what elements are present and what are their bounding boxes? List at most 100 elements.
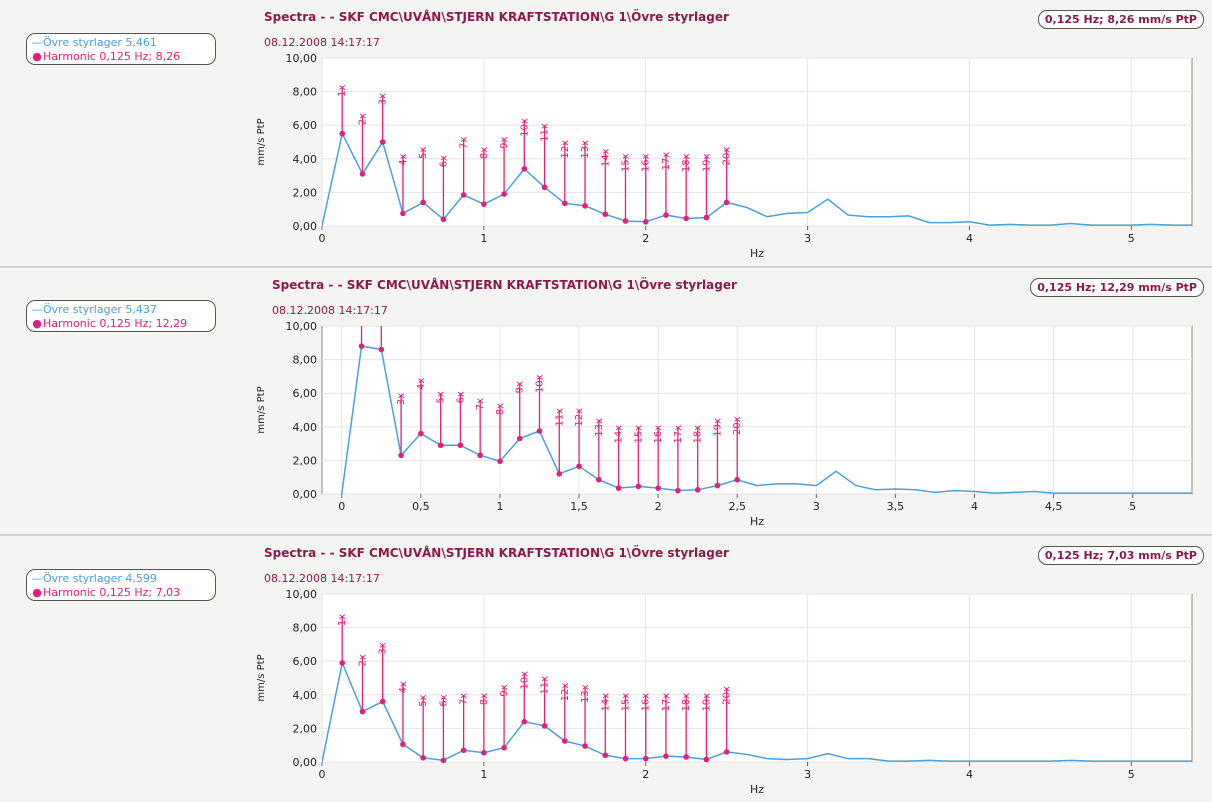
y-tick-label: 10,00 — [286, 52, 318, 65]
legend: —Övre styrlager 5,437 ●Harmonic 0,125 Hz… — [26, 300, 216, 332]
y-tick-label: 6,00 — [293, 119, 318, 132]
harmonic-label: 6x — [438, 694, 449, 706]
harmonic-label: 2x — [357, 113, 368, 125]
x-tick-label: 2 — [642, 232, 649, 245]
harmonic-label: 19x — [701, 693, 712, 712]
harmonic-point — [723, 749, 730, 755]
panel-divider — [0, 534, 1212, 536]
harmonic-label: 11x — [540, 123, 551, 142]
y-axis-title: mm/s PtP — [256, 654, 267, 701]
harmonic-point — [703, 756, 710, 763]
harmonic-label: 20x — [722, 147, 733, 166]
x-tick-label: 2,5 — [728, 500, 746, 513]
harmonic-point — [379, 698, 386, 705]
legend-label-harmonic: Harmonic 0,125 Hz; 12,29 — [43, 317, 188, 330]
harmonic-label: 9x — [499, 137, 510, 149]
harmonic-label: 3x — [378, 93, 389, 105]
x-tick-label: 5 — [1128, 768, 1135, 781]
x-tick-label: 5 — [1129, 500, 1136, 513]
harmonic-point — [440, 216, 447, 223]
harmonic-label: 6x — [455, 391, 466, 403]
spectrum-chart-2[interactable]: 0,00 2,00 4,00 6,00 8,00 10,00 0 0,5 1 1,5 2 2,5 3 3,… — [240, 308, 1202, 533]
y-tick-label: 0,00 — [293, 220, 318, 233]
x-tick-label: 1 — [480, 768, 487, 781]
harmonic-point — [683, 215, 689, 222]
harmonic-label: 1x — [337, 84, 348, 96]
harmonic-point — [683, 754, 689, 760]
harmonic-point — [561, 200, 568, 207]
harmonic-label: 16x — [653, 425, 664, 444]
harmonic-label: 12x — [560, 683, 571, 702]
harmonic-label: 20x — [722, 686, 733, 705]
harmonic-point — [457, 442, 464, 449]
harmonic-point — [400, 210, 406, 217]
harmonic-point — [602, 211, 609, 218]
harmonic-label: 18x — [681, 153, 692, 172]
harmonic-label: 4x — [416, 378, 427, 390]
chart-title: Spectra - - SKF CMC\UVÅN\STJERN KRAFTSTA… — [272, 278, 737, 292]
harmonic-point — [642, 219, 649, 225]
y-tick-label: 4,00 — [293, 153, 318, 166]
y-tick-label: 4,00 — [293, 689, 318, 702]
x-tick-label: 0 — [319, 232, 326, 245]
harmonic-point — [582, 203, 588, 209]
x-tick-label: 3 — [804, 232, 811, 245]
harmonic-point — [576, 463, 582, 470]
harmonic-point — [602, 752, 609, 759]
x-tick-label: 5 — [1128, 232, 1135, 245]
harmonic-point — [501, 744, 507, 751]
spectrum-chart-3[interactable]: 0,00 2,00 4,00 6,00 8,00 10,00 0 1 2 3 4 5 Hz mm/s Pt… — [240, 576, 1202, 801]
harmonic-point — [541, 184, 548, 191]
x-tick-label: 1 — [480, 232, 487, 245]
harmonic-point — [437, 442, 444, 449]
legend-entry-harmonic: ●Harmonic 0,125 Hz; 12,29 — [32, 317, 188, 330]
legend-label-spectrum: Övre styrlager 5,461 — [43, 36, 157, 49]
y-tick-label: 8,00 — [293, 354, 318, 367]
harmonic-point — [339, 660, 346, 666]
harmonic-point — [481, 201, 487, 207]
harmonic-label: 15x — [633, 425, 644, 444]
legend: —Övre styrlager 5,461 ●Harmonic 0,125 Hz… — [26, 33, 216, 65]
legend-entry-spectrum: —Övre styrlager 5,461 — [31, 36, 157, 49]
harmonic-point — [734, 476, 741, 483]
x-axis-title: Hz — [750, 247, 764, 260]
harmonic-point — [635, 483, 642, 490]
plot-area — [321, 57, 1193, 227]
legend-label-spectrum: Övre styrlager 4,599 — [43, 572, 157, 585]
spectrum-chart-1[interactable]: 0,00 2,00 4,00 6,00 8,00 10,00 0 1 2 3 4 5 Hz mm/s Pt… — [240, 40, 1202, 265]
harmonic-point — [663, 212, 669, 218]
harmonic-label: 17x — [661, 693, 672, 712]
legend-label-harmonic: Harmonic 0,125 Hz; 8,26 — [43, 50, 181, 63]
x-tick-label: 4,5 — [1045, 500, 1063, 513]
harmonic-label: 8x — [479, 147, 490, 159]
spectrum-line — [322, 660, 1192, 762]
spectrum-panel-1: —Övre styrlager 5,461 ●Harmonic 0,125 Hz… — [0, 0, 1212, 266]
harmonic-label: 9x — [515, 381, 526, 393]
spectrum-line — [322, 131, 1192, 226]
harmonic-label: 8x — [495, 403, 506, 415]
harmonic-point — [642, 755, 649, 762]
harmonic-point — [379, 139, 386, 145]
harmonic-label: 6x — [438, 155, 449, 167]
harmonic-label: 9x — [499, 684, 510, 696]
harmonic-point — [460, 747, 467, 754]
y-tick-label: 2,00 — [293, 186, 318, 199]
y-tick-label: 10,00 — [286, 320, 318, 333]
y-axis-title: mm/s PtP — [256, 118, 267, 165]
harmonic-point — [440, 757, 447, 764]
harmonic-label: 10x — [519, 671, 530, 690]
chart-date: 08.12.2008 14:17:17 — [272, 304, 388, 317]
legend-label-harmonic: Harmonic 0,125 Hz; 7,03 — [43, 586, 181, 599]
x-tick-label: 2 — [655, 500, 662, 513]
harmonic-label: 7x — [459, 693, 470, 705]
legend-entry-harmonic: ●Harmonic 0,125 Hz; 8,26 — [32, 50, 181, 63]
harmonic-label: 14x — [614, 425, 625, 444]
x-tick-label: 0 — [338, 500, 345, 513]
harmonic-label: 4x — [398, 681, 409, 693]
harmonic-point — [703, 214, 710, 221]
harmonic-label: 11x — [554, 408, 565, 427]
x-tick-label: 2 — [642, 768, 649, 781]
harmonic-point — [675, 487, 681, 494]
x-tick-label: 1,5 — [570, 500, 588, 513]
harmonic-label: 17x — [673, 425, 684, 444]
